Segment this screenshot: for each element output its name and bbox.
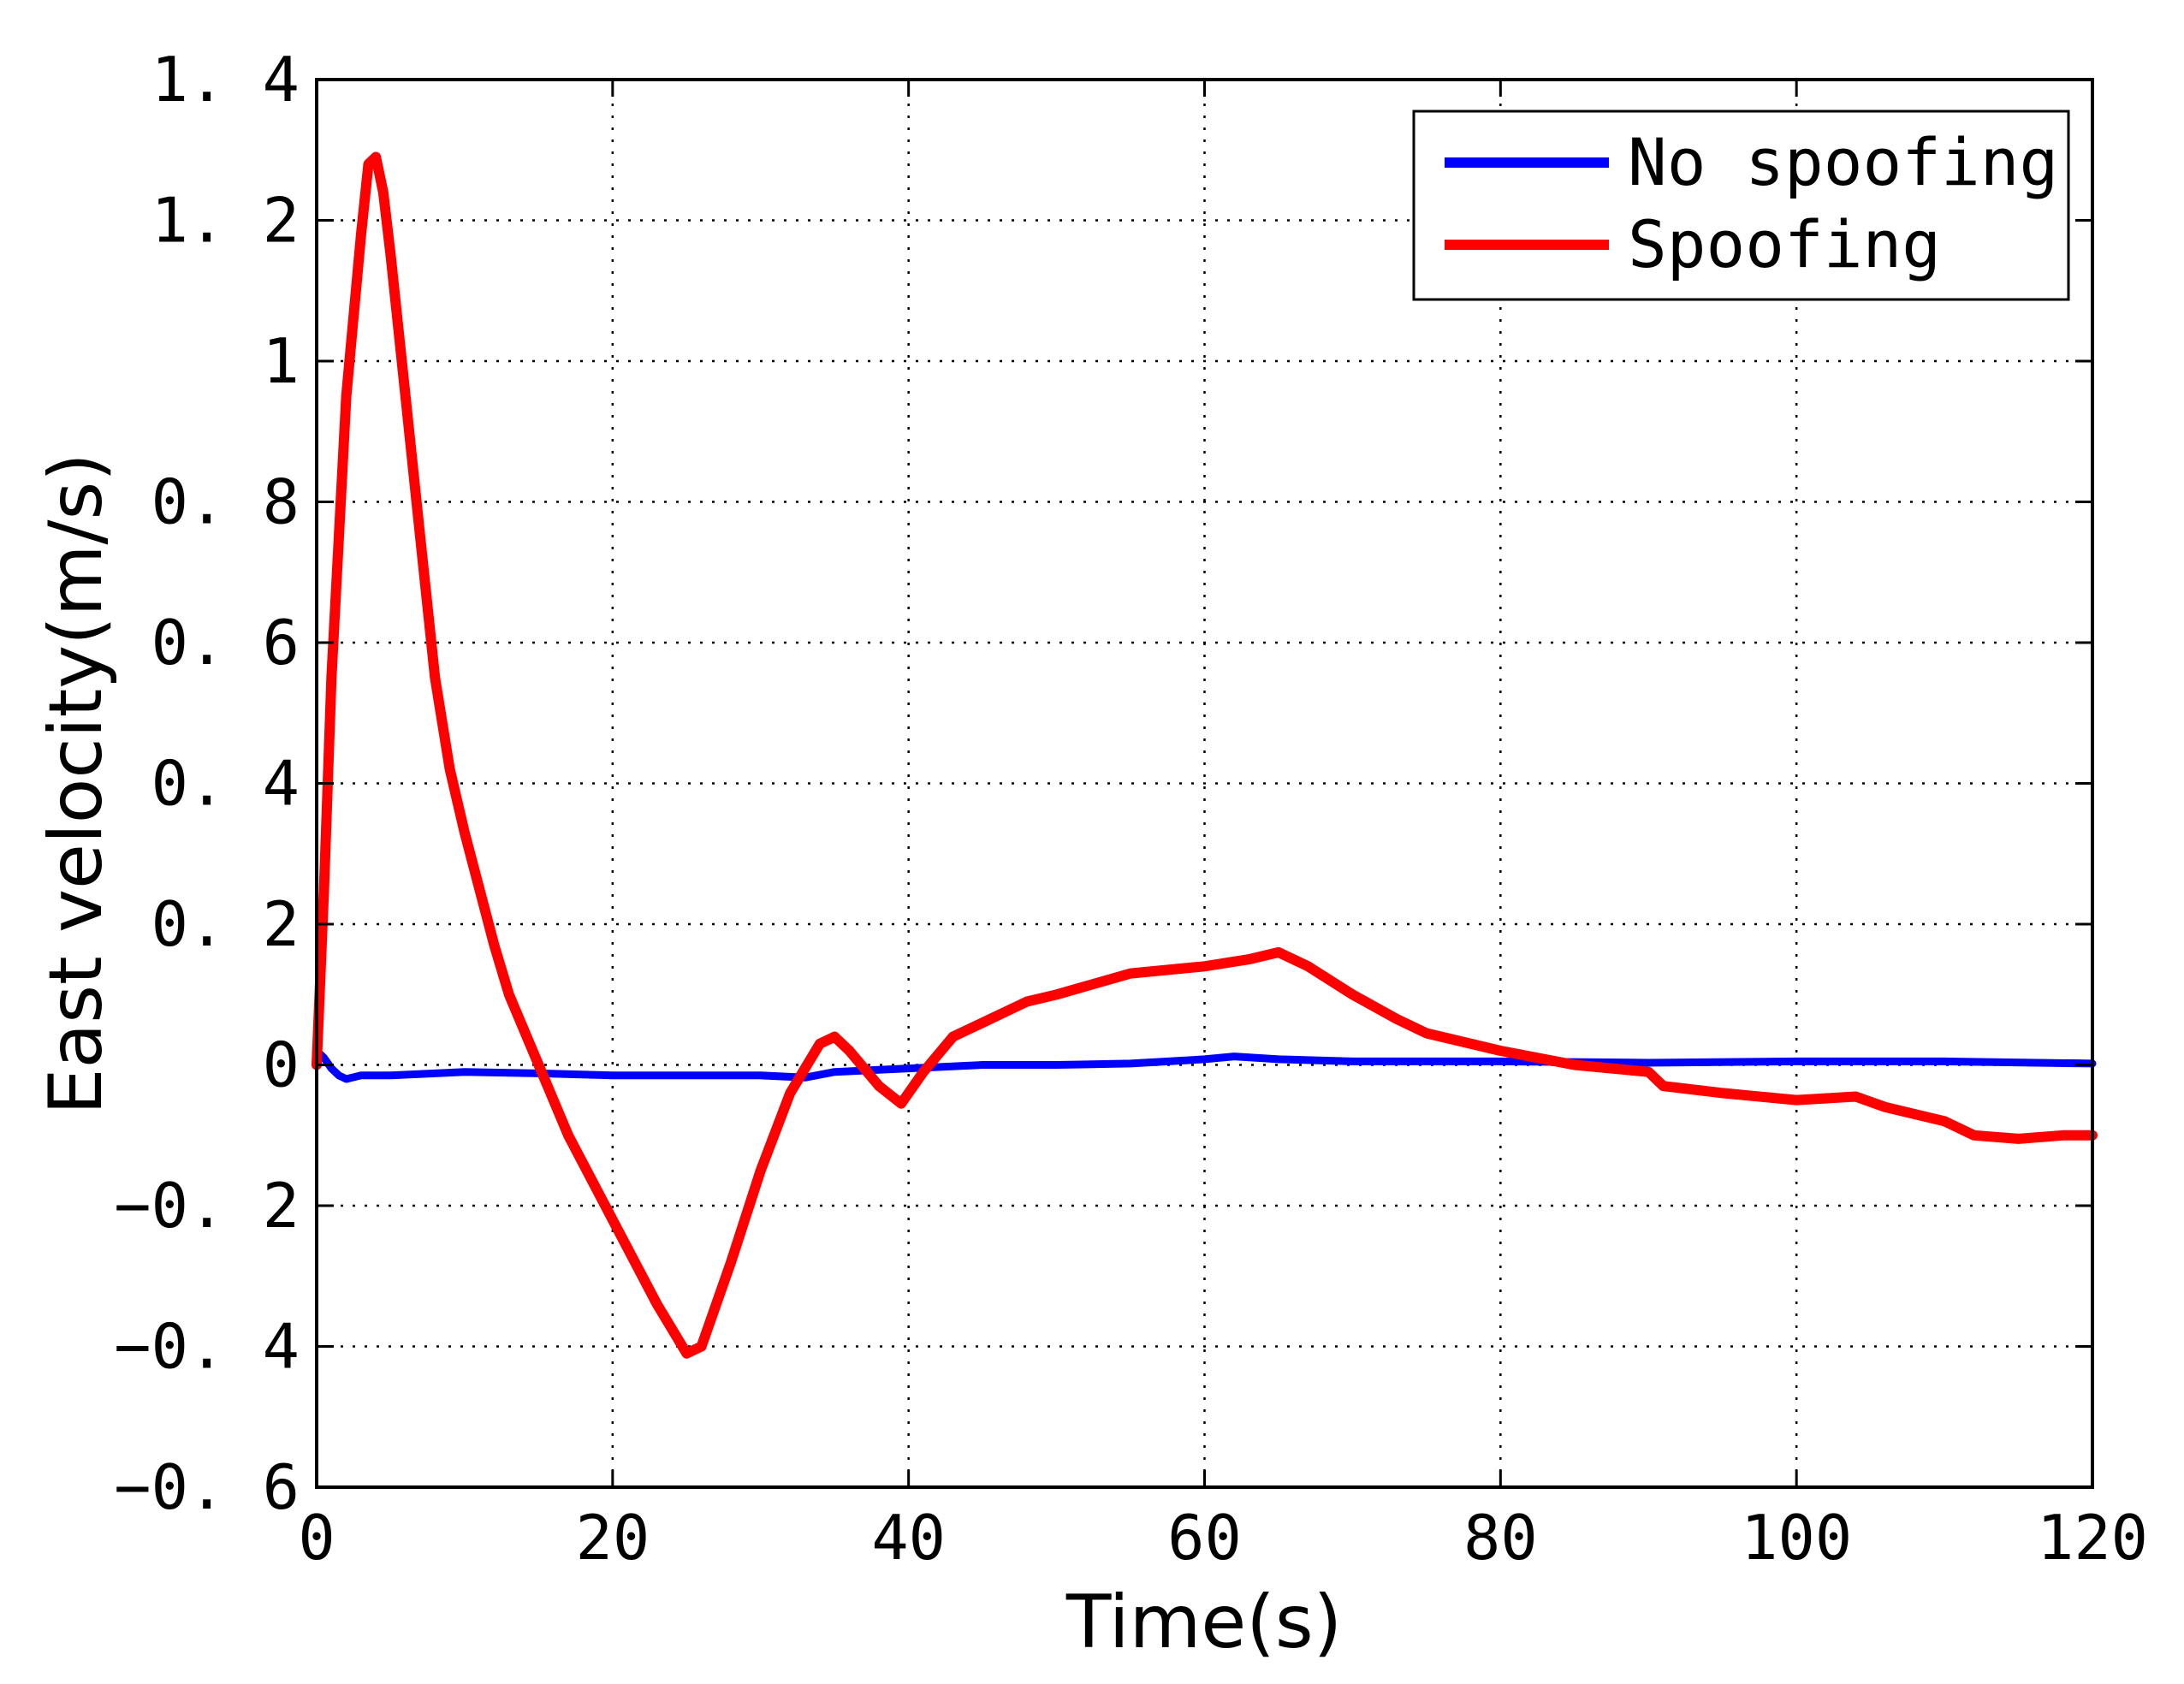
y-tick-label: 1. 2 — [151, 185, 300, 257]
y-tick-label: −0. 4 — [114, 1311, 300, 1383]
ticks: 0 20 40 60 80 100 120 −0. 6 −0. 4 −0. 2 0 0. 2 0. 4 0… — [114, 44, 2148, 1574]
y-tick-label: −0. 2 — [114, 1170, 300, 1242]
legend-box — [1412, 110, 2070, 301]
y-tick-label: 0. 8 — [151, 466, 300, 538]
x-axis-label: Time(s) — [1065, 1580, 1342, 1665]
y-tick-label: 1. 4 — [151, 44, 300, 116]
x-tick-label: 20 — [575, 1502, 650, 1574]
y-axis-label: East velocity(m/s) — [33, 453, 119, 1115]
y-tick-label: 1 — [263, 325, 300, 397]
x-tick-label: 80 — [1463, 1502, 1538, 1574]
y-tick-label: 0. 2 — [151, 888, 300, 960]
x-tick-label: 100 — [1741, 1502, 1852, 1574]
legend: No spoofing Spoofing — [1412, 110, 2070, 301]
y-tick-label: 0. 4 — [151, 748, 300, 820]
y-tick-label: 0 — [263, 1029, 300, 1101]
series-line-no-spoofing — [312, 1047, 2097, 1083]
x-tick-label: 0 — [298, 1502, 335, 1574]
y-tick-label: 0. 6 — [151, 607, 300, 679]
x-tick-label: 120 — [2037, 1502, 2148, 1574]
grid — [317, 80, 2092, 1487]
series-group — [312, 151, 2098, 1359]
legend-label-spoofing: Spoofing — [1628, 206, 1941, 282]
series-line-spoofing — [312, 151, 2098, 1359]
x-tick-label: 60 — [1167, 1502, 1242, 1574]
legend-label-no-spoofing: No spoofing — [1628, 124, 2058, 200]
y-tick-label: −0. 6 — [114, 1451, 300, 1523]
x-tick-label: 40 — [871, 1502, 946, 1574]
